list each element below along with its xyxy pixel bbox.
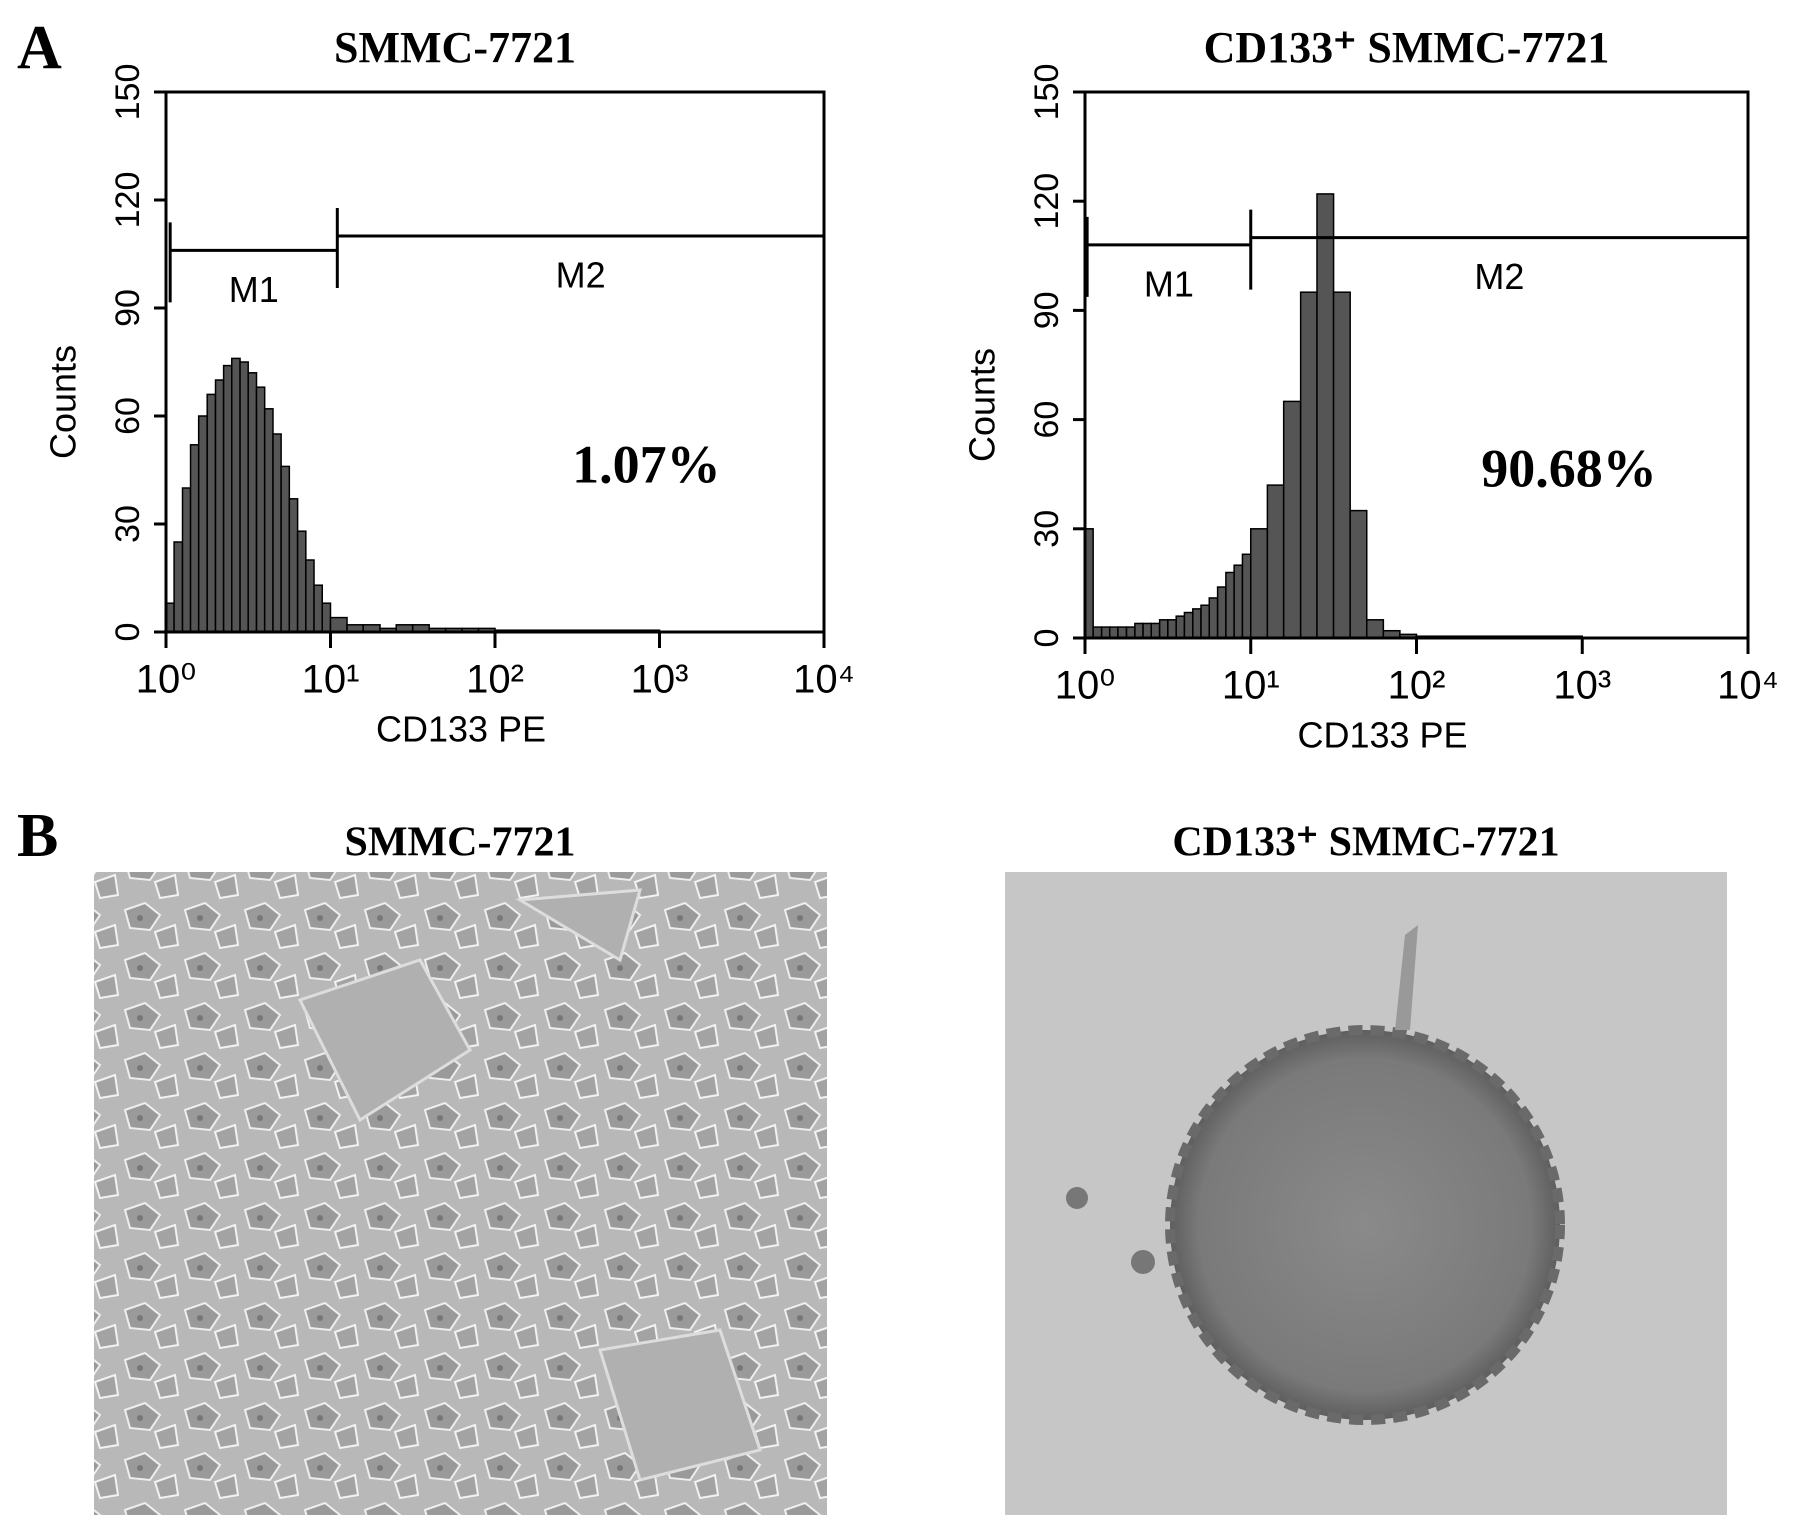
histogram-bar <box>1200 604 1211 639</box>
histogram-bar <box>1125 626 1136 639</box>
chart-title: CD133⁺ SMMC-7721 <box>1204 23 1610 72</box>
histogram-bar <box>230 357 241 633</box>
x-tick-label: 10¹ <box>1222 664 1280 708</box>
histogram-bar <box>189 444 200 633</box>
x-tick-label: 10² <box>466 658 524 702</box>
x-tick-label: 10³ <box>1553 664 1611 708</box>
image-title: SMMC-7721 <box>345 820 576 866</box>
y-tick-label: 150 <box>1028 64 1066 121</box>
histogram-bar <box>280 465 291 633</box>
histogram-bar <box>1150 622 1161 639</box>
histogram-bar <box>1208 597 1219 639</box>
histogram-bar <box>197 415 208 633</box>
histogram-bar <box>1216 586 1227 639</box>
y-tick-label: 90 <box>1028 291 1066 329</box>
micrograph <box>1005 872 1727 1515</box>
panel-label: B <box>17 802 58 870</box>
histogram-bar <box>263 408 274 633</box>
micrograph <box>94 872 827 1515</box>
y-tick-label: 60 <box>1028 401 1066 439</box>
histogram-bar <box>1282 400 1302 639</box>
y-tick-label: 0 <box>1028 629 1066 648</box>
histogram-bar <box>1167 619 1177 639</box>
annotation: 1.07% <box>572 434 721 494</box>
y-tick-label: 30 <box>1028 510 1066 548</box>
x-axis-label: CD133 PE <box>1297 715 1467 756</box>
histogram-bar <box>1233 564 1244 639</box>
histogram-bar <box>214 379 225 633</box>
y-tick-label: 90 <box>109 289 147 327</box>
histogram-bar <box>1192 608 1202 639</box>
y-tick-label: 0 <box>109 623 147 642</box>
histogram-bar <box>239 361 249 633</box>
x-tick-label: 10⁰ <box>1055 664 1116 708</box>
histogram-bar <box>313 584 324 633</box>
panel-label: A <box>17 14 62 82</box>
y-axis-label: Counts <box>43 345 84 459</box>
histogram-bar <box>1092 626 1103 639</box>
y-tick-label: 120 <box>1028 173 1066 230</box>
histogram-bar <box>1225 571 1235 639</box>
histogram-bar <box>222 364 233 633</box>
chart-title: SMMC-7721 <box>334 23 576 72</box>
plot-frame <box>1083 90 1750 640</box>
histogram-bar <box>1241 553 1252 639</box>
y-tick-label: 30 <box>109 505 147 543</box>
histogram-bar <box>1142 622 1152 639</box>
annotation: 90.68% <box>1481 439 1657 499</box>
histogram-bar <box>1266 484 1285 639</box>
x-tick-label: 10¹ <box>302 658 360 702</box>
histogram-bar <box>173 541 184 633</box>
histogram-bar <box>1100 626 1111 639</box>
histogram-bar <box>1316 193 1335 639</box>
x-tick-label: 10³ <box>631 658 689 702</box>
histogram-bar <box>206 393 217 633</box>
histogram-bar <box>1365 619 1385 639</box>
histogram-bar <box>329 616 348 633</box>
marker-label: M1 <box>1144 263 1194 304</box>
histogram-bar <box>321 602 332 633</box>
marker-label: M1 <box>229 269 279 310</box>
histogram-bar <box>296 530 307 633</box>
histogram-bar <box>1175 615 1186 639</box>
histogram-bar <box>1183 611 1194 639</box>
x-tick-label: 10² <box>1388 664 1446 708</box>
histogram-bar <box>288 498 299 633</box>
y-axis-label: Counts <box>962 348 1003 462</box>
y-tick-label: 120 <box>109 172 147 229</box>
x-axis-label: CD133 PE <box>376 709 546 750</box>
x-tick-label: 10⁰ <box>136 658 197 702</box>
x-tick-label: 10⁴ <box>793 658 855 702</box>
marker-label: M2 <box>556 255 606 296</box>
histogram-bar <box>181 487 192 633</box>
y-tick-label: 150 <box>109 64 147 121</box>
histogram-bar <box>1117 626 1128 639</box>
histogram-bar <box>1134 622 1144 639</box>
histogram-bar <box>1349 509 1368 639</box>
x-tick-label: 10⁴ <box>1717 664 1779 708</box>
histogram-bar <box>1250 528 1269 639</box>
image-title: CD133⁺ SMMC-7721 <box>1172 820 1559 866</box>
histogram-bar <box>305 559 315 633</box>
marker-label: M2 <box>1474 256 1524 297</box>
histogram-bar <box>247 372 258 633</box>
histogram-bar <box>272 433 282 633</box>
histogram-bar <box>1158 619 1169 639</box>
histogram-bar <box>1108 626 1119 639</box>
histogram-bar <box>1299 291 1318 639</box>
y-tick-label: 60 <box>109 397 147 435</box>
histogram-bar <box>255 386 266 633</box>
histogram-bar <box>1332 291 1351 639</box>
